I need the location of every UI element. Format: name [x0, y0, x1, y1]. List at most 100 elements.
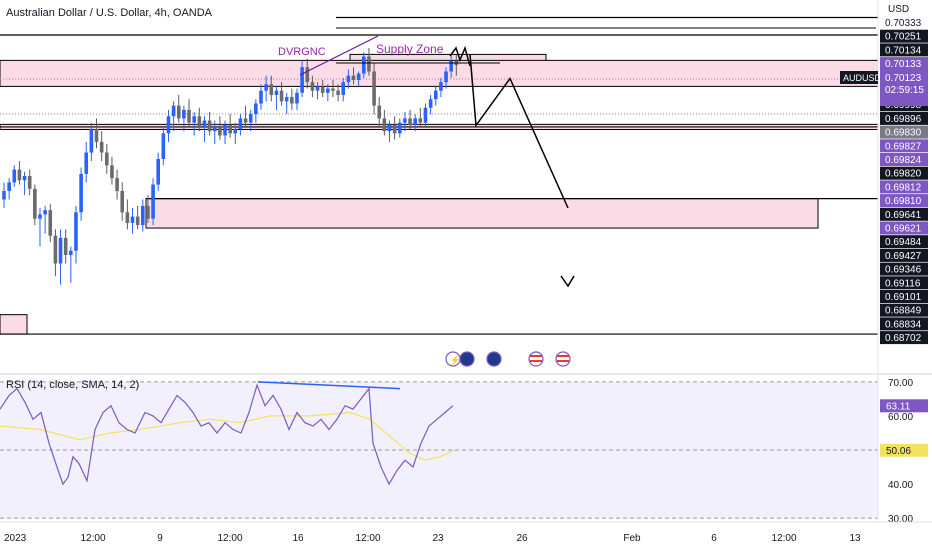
price-label-bg	[880, 317, 928, 331]
candle-body	[449, 60, 453, 72]
candle-body	[110, 165, 114, 179]
price-label-bg	[880, 180, 928, 194]
candle-body	[74, 212, 78, 251]
candle-body	[362, 56, 366, 74]
time-tick-label: 2023	[4, 533, 27, 544]
us-flag-icon[interactable]	[528, 351, 544, 367]
events-row: ⚡	[445, 351, 571, 367]
candle-body	[197, 116, 202, 127]
price-label: 0.69641	[885, 210, 922, 221]
candle-body	[166, 116, 171, 134]
candle-body	[115, 178, 119, 191]
zone-demand[interactable]	[145, 198, 819, 229]
candle-body	[413, 118, 417, 125]
australia-flag-icon[interactable]	[459, 351, 475, 367]
price-label: 0.70251	[885, 32, 922, 43]
candle-body	[89, 129, 94, 153]
candle-body	[84, 152, 89, 174]
candle-body	[140, 205, 145, 226]
price-label: 0.69830	[885, 128, 922, 139]
candle-body	[7, 182, 11, 191]
candle-body	[94, 129, 99, 142]
rsi-ma-line	[0, 411, 456, 461]
arrow-head-icon	[560, 275, 575, 288]
candle-body	[305, 67, 310, 83]
time-tick-label: 9	[157, 533, 163, 544]
candle-body	[264, 84, 268, 91]
candle-body	[336, 90, 340, 95]
candle-body	[63, 237, 68, 255]
candle-body	[315, 86, 320, 91]
us-flag-icon-2[interactable]	[555, 351, 571, 367]
candle-body	[284, 97, 289, 102]
rsi-divergence-line[interactable]	[257, 381, 401, 390]
price-label: 0.69896	[885, 114, 922, 125]
candle-body	[17, 169, 22, 181]
currency-label: USD	[888, 4, 909, 15]
candle-body	[146, 205, 150, 219]
zone-supply[interactable]	[0, 59, 879, 87]
candle-body	[392, 124, 397, 134]
price-label: 0.70134	[885, 45, 922, 56]
time-axis[interactable]: 2023 12:00 9 12:00 16 12:00 23 26 Feb 6 12:00 13	[4, 533, 861, 544]
price-label-bg	[880, 303, 928, 317]
candle-body	[408, 118, 412, 125]
candle-body	[367, 56, 371, 72]
price-axis[interactable]: 0.703330.702510.701340.701330.701220.700…	[880, 18, 928, 345]
candle-body	[228, 124, 232, 134]
time-tick-label: 16	[292, 533, 304, 544]
price-label: 0.69810	[885, 196, 922, 207]
price-label-bg	[880, 235, 928, 249]
candle-body	[105, 152, 109, 166]
candle-body	[326, 88, 330, 93]
candle-body	[69, 250, 73, 255]
lightning-glyph: ⚡	[450, 354, 461, 366]
candle-body	[310, 82, 315, 91]
zone-demand[interactable]	[0, 314, 28, 335]
candle-body	[99, 141, 104, 153]
current-price-badge	[880, 70, 928, 106]
price-label: 0.69116	[885, 278, 921, 289]
candle-body	[2, 190, 6, 200]
time-tick-label: 12:00	[217, 533, 242, 544]
time-tick-label: 13	[849, 533, 861, 544]
candle-body	[433, 90, 438, 100]
time-tick-label: 6	[711, 533, 717, 544]
symbol-title[interactable]: Australian Dollar / U.S. Dollar, 4h, OAN…	[6, 7, 213, 19]
candle-body	[238, 118, 243, 130]
candle-body	[151, 184, 155, 219]
australia-flag-icon-2[interactable]	[486, 351, 502, 367]
price-label: 0.69427	[885, 251, 922, 262]
rsi-title[interactable]: RSI (14, close, SMA, 14, 2)	[6, 379, 139, 391]
projection-path[interactable]	[469, 54, 569, 209]
candle-body	[397, 122, 402, 134]
price-label: 0.69346	[885, 265, 922, 276]
candle-body	[43, 210, 47, 215]
candle-body	[356, 73, 361, 80]
candle-body	[351, 75, 356, 80]
rsi-line	[0, 383, 454, 486]
candle-body	[279, 90, 284, 102]
rsi-ma-badge	[880, 443, 928, 457]
candle-body	[182, 109, 186, 119]
candle-body	[120, 190, 125, 213]
candle-body	[48, 210, 53, 236]
candle-body	[274, 90, 279, 95]
candle-body	[135, 216, 140, 226]
price-label-bg	[880, 166, 928, 180]
candle-body	[372, 71, 376, 106]
divergence-trendline[interactable]	[299, 35, 379, 76]
candle-body	[156, 158, 160, 185]
rsi-tick-label: 70.00	[888, 378, 913, 389]
candle-body	[341, 82, 346, 95]
rsi-band-bg	[0, 381, 878, 519]
price-label: 0.69101	[885, 292, 922, 303]
time-tick-label: 23	[432, 533, 444, 544]
price-label: 0.69484	[885, 237, 922, 248]
candle-body	[423, 107, 428, 123]
drawings-layer: DVRGNC Supply Zone	[278, 27, 876, 288]
price-label: 0.70133	[885, 59, 922, 70]
